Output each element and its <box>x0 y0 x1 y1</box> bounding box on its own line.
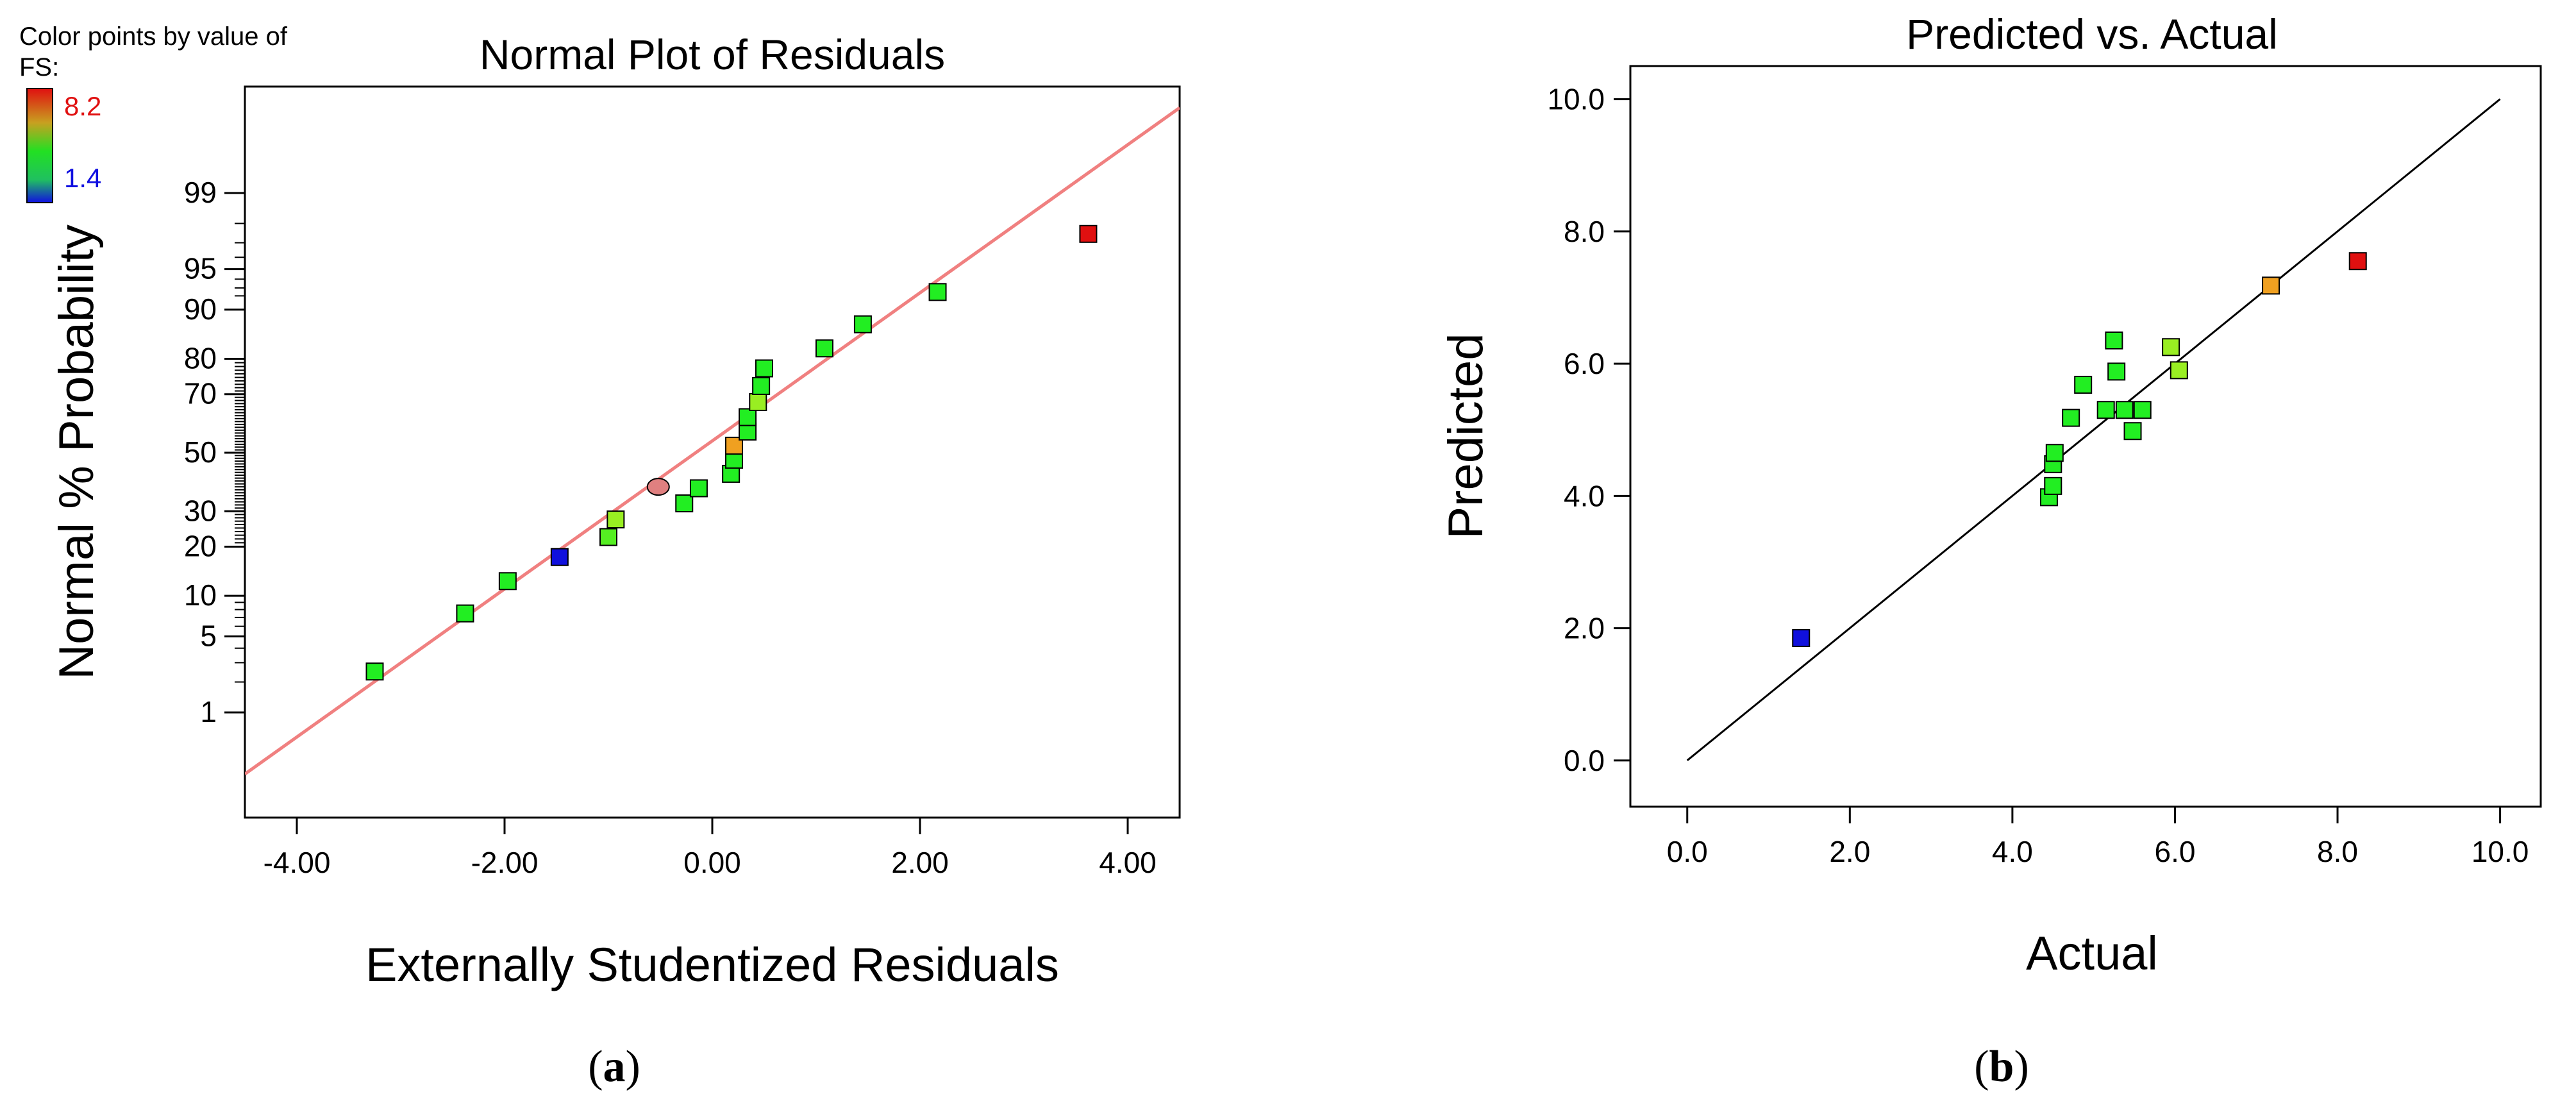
chart-b-fit-line <box>1686 98 2501 761</box>
chart-a-x-tick-label: 4.00 <box>1099 846 1157 879</box>
caption-a-close: ) <box>626 1042 640 1091</box>
chart-a-y-tick-label: 70 <box>184 377 217 410</box>
chart-a-y-tick-label: 30 <box>184 494 217 527</box>
chart-a-minor-ticks <box>235 223 245 683</box>
chart-b-y-tick-label: 0.0 <box>1564 744 1605 777</box>
chart-b-y-tick-label: 2.0 <box>1564 612 1605 645</box>
chart-b-x-ticks: 0.0 2.0 4.0 6.0 8.0 10.0 <box>1667 807 2529 868</box>
chart-a-data-point <box>749 393 767 412</box>
chart-b-plot-area <box>1629 65 2542 808</box>
chart-a-y-tick-label: 1 <box>200 695 217 728</box>
caption-a-open: ( <box>588 1042 603 1091</box>
chart-a-data-point <box>365 662 384 681</box>
chart-b-y-tick-label: 8.0 <box>1564 215 1605 248</box>
chart-b-data-point <box>2096 401 2115 419</box>
chart-a-x-axis-label: Externally Studentized Residuals <box>365 938 1059 991</box>
chart-b-x-tick-label: 4.0 <box>1992 835 2033 868</box>
chart-a-y-tick-label: 90 <box>184 292 217 326</box>
chart-b-data-point <box>2348 252 2367 271</box>
chart-a-y-tick-label: 5 <box>200 619 217 652</box>
caption-b: (b) <box>1974 1042 2029 1091</box>
chart-a-y-tick-label: 80 <box>184 341 217 374</box>
chart-b-points <box>1792 252 2367 648</box>
chart-a-data-point <box>853 315 872 333</box>
chart-b-x-tick-label: 2.0 <box>1829 835 1870 868</box>
chart-a-x-tick-label: 0.00 <box>683 846 741 879</box>
chart-a-x-ticks: -4.00 -2.00 0.00 2.00 4.00 <box>263 818 1157 879</box>
chart-a-y-axis-label: Normal % Probability <box>49 224 104 680</box>
chart-a-plot-area <box>244 85 1181 819</box>
chart-a-highlight-marker <box>646 478 670 496</box>
chart-a-y-tick-label: 20 <box>184 530 217 563</box>
chart-a-y-tick-label: 95 <box>184 252 217 285</box>
legend-title-line2: FS: <box>19 53 59 81</box>
chart-b-data-point <box>2044 476 2062 495</box>
chart-b-data-point <box>2045 444 2064 462</box>
chart-b-x-tick-label: 0.0 <box>1667 835 1708 868</box>
chart-b-y-axis-label: Predicted <box>1439 333 1493 539</box>
chart-a-data-point <box>689 479 708 498</box>
chart-b-y-tick-label: 4.0 <box>1564 479 1605 512</box>
chart-b-data-point <box>2170 361 2188 380</box>
chart-b-data-point <box>2105 331 2123 349</box>
chart-b-y-tick-label: 10.0 <box>1547 83 1605 116</box>
chart-a-x-tick-label: -2.00 <box>471 846 539 879</box>
chart-a-data-point <box>815 339 833 358</box>
chart-a-fit-line <box>245 106 1180 776</box>
legend-min-label: 1.4 <box>64 163 101 193</box>
chart-a-points <box>365 224 1098 681</box>
chart-a-y-tick-label: 99 <box>184 176 217 209</box>
chart-b-data-point <box>1792 629 1811 648</box>
chart-a-y-tick-label: 50 <box>184 435 217 469</box>
chart-b-x-tick-label: 6.0 <box>2154 835 2195 868</box>
color-legend: Color points by value of FS: 8.2 1.4 <box>19 22 288 203</box>
chart-a-data-point <box>456 604 474 623</box>
chart-b-y-ticks: 0.0 2.0 4.0 6.0 8.0 10.0 <box>1547 83 1630 777</box>
caption-a: (a) <box>588 1042 640 1091</box>
chart-a-data-point <box>550 548 569 566</box>
chart-b-data-point <box>2062 408 2080 427</box>
chart-a-data-point <box>675 494 694 512</box>
chart-b-data-point <box>2123 422 2142 441</box>
chart-a-y-tick-label: 10 <box>184 578 217 612</box>
chart-b-data-point <box>2115 401 2134 419</box>
chart-b-y-tick-label: 6.0 <box>1564 347 1605 380</box>
chart-a-data-point <box>1079 224 1098 243</box>
chart-b-title: Predicted vs. Actual <box>1906 10 2278 58</box>
chart-b-x-tick-label: 10.0 <box>2471 835 2529 868</box>
chart-b-x-axis-label: Actual <box>2026 927 2158 980</box>
chart-a-data-point <box>739 408 757 426</box>
chart-a-title: Normal Plot of Residuals <box>480 31 945 78</box>
chart-b-data-point <box>2074 376 2093 394</box>
legend-color-bar <box>26 88 53 203</box>
caption-b-letter: b <box>1989 1042 2014 1091</box>
caption-a-letter: a <box>603 1042 626 1091</box>
chart-b-data-point <box>2162 338 2180 357</box>
legend-title-line1: Color points by value of <box>19 22 288 51</box>
chart-a-data-point <box>755 359 773 378</box>
chart-a-data-point <box>928 283 947 301</box>
chart-a-data-point <box>606 510 625 529</box>
chart-a-data-point <box>752 376 771 395</box>
caption-b-open: ( <box>1974 1042 1989 1091</box>
legend-max-label: 8.2 <box>64 91 101 121</box>
chart-predicted-vs-actual: Predicted vs. Actual 0.0 2.0 4.0 6.0 8.0 10.0… <box>1439 10 2542 980</box>
chart-b-data-point <box>2262 276 2280 295</box>
chart-b-x-tick-label: 8.0 <box>2317 835 2358 868</box>
chart-a-data-point <box>599 528 617 546</box>
chart-b-data-point <box>2133 401 2152 419</box>
chart-a-x-tick-label: 2.00 <box>891 846 949 879</box>
chart-b-data-point <box>2107 362 2126 381</box>
chart-a-data-point <box>498 572 517 591</box>
caption-b-close: ) <box>2014 1042 2028 1091</box>
chart-a-x-tick-label: -4.00 <box>263 846 331 879</box>
